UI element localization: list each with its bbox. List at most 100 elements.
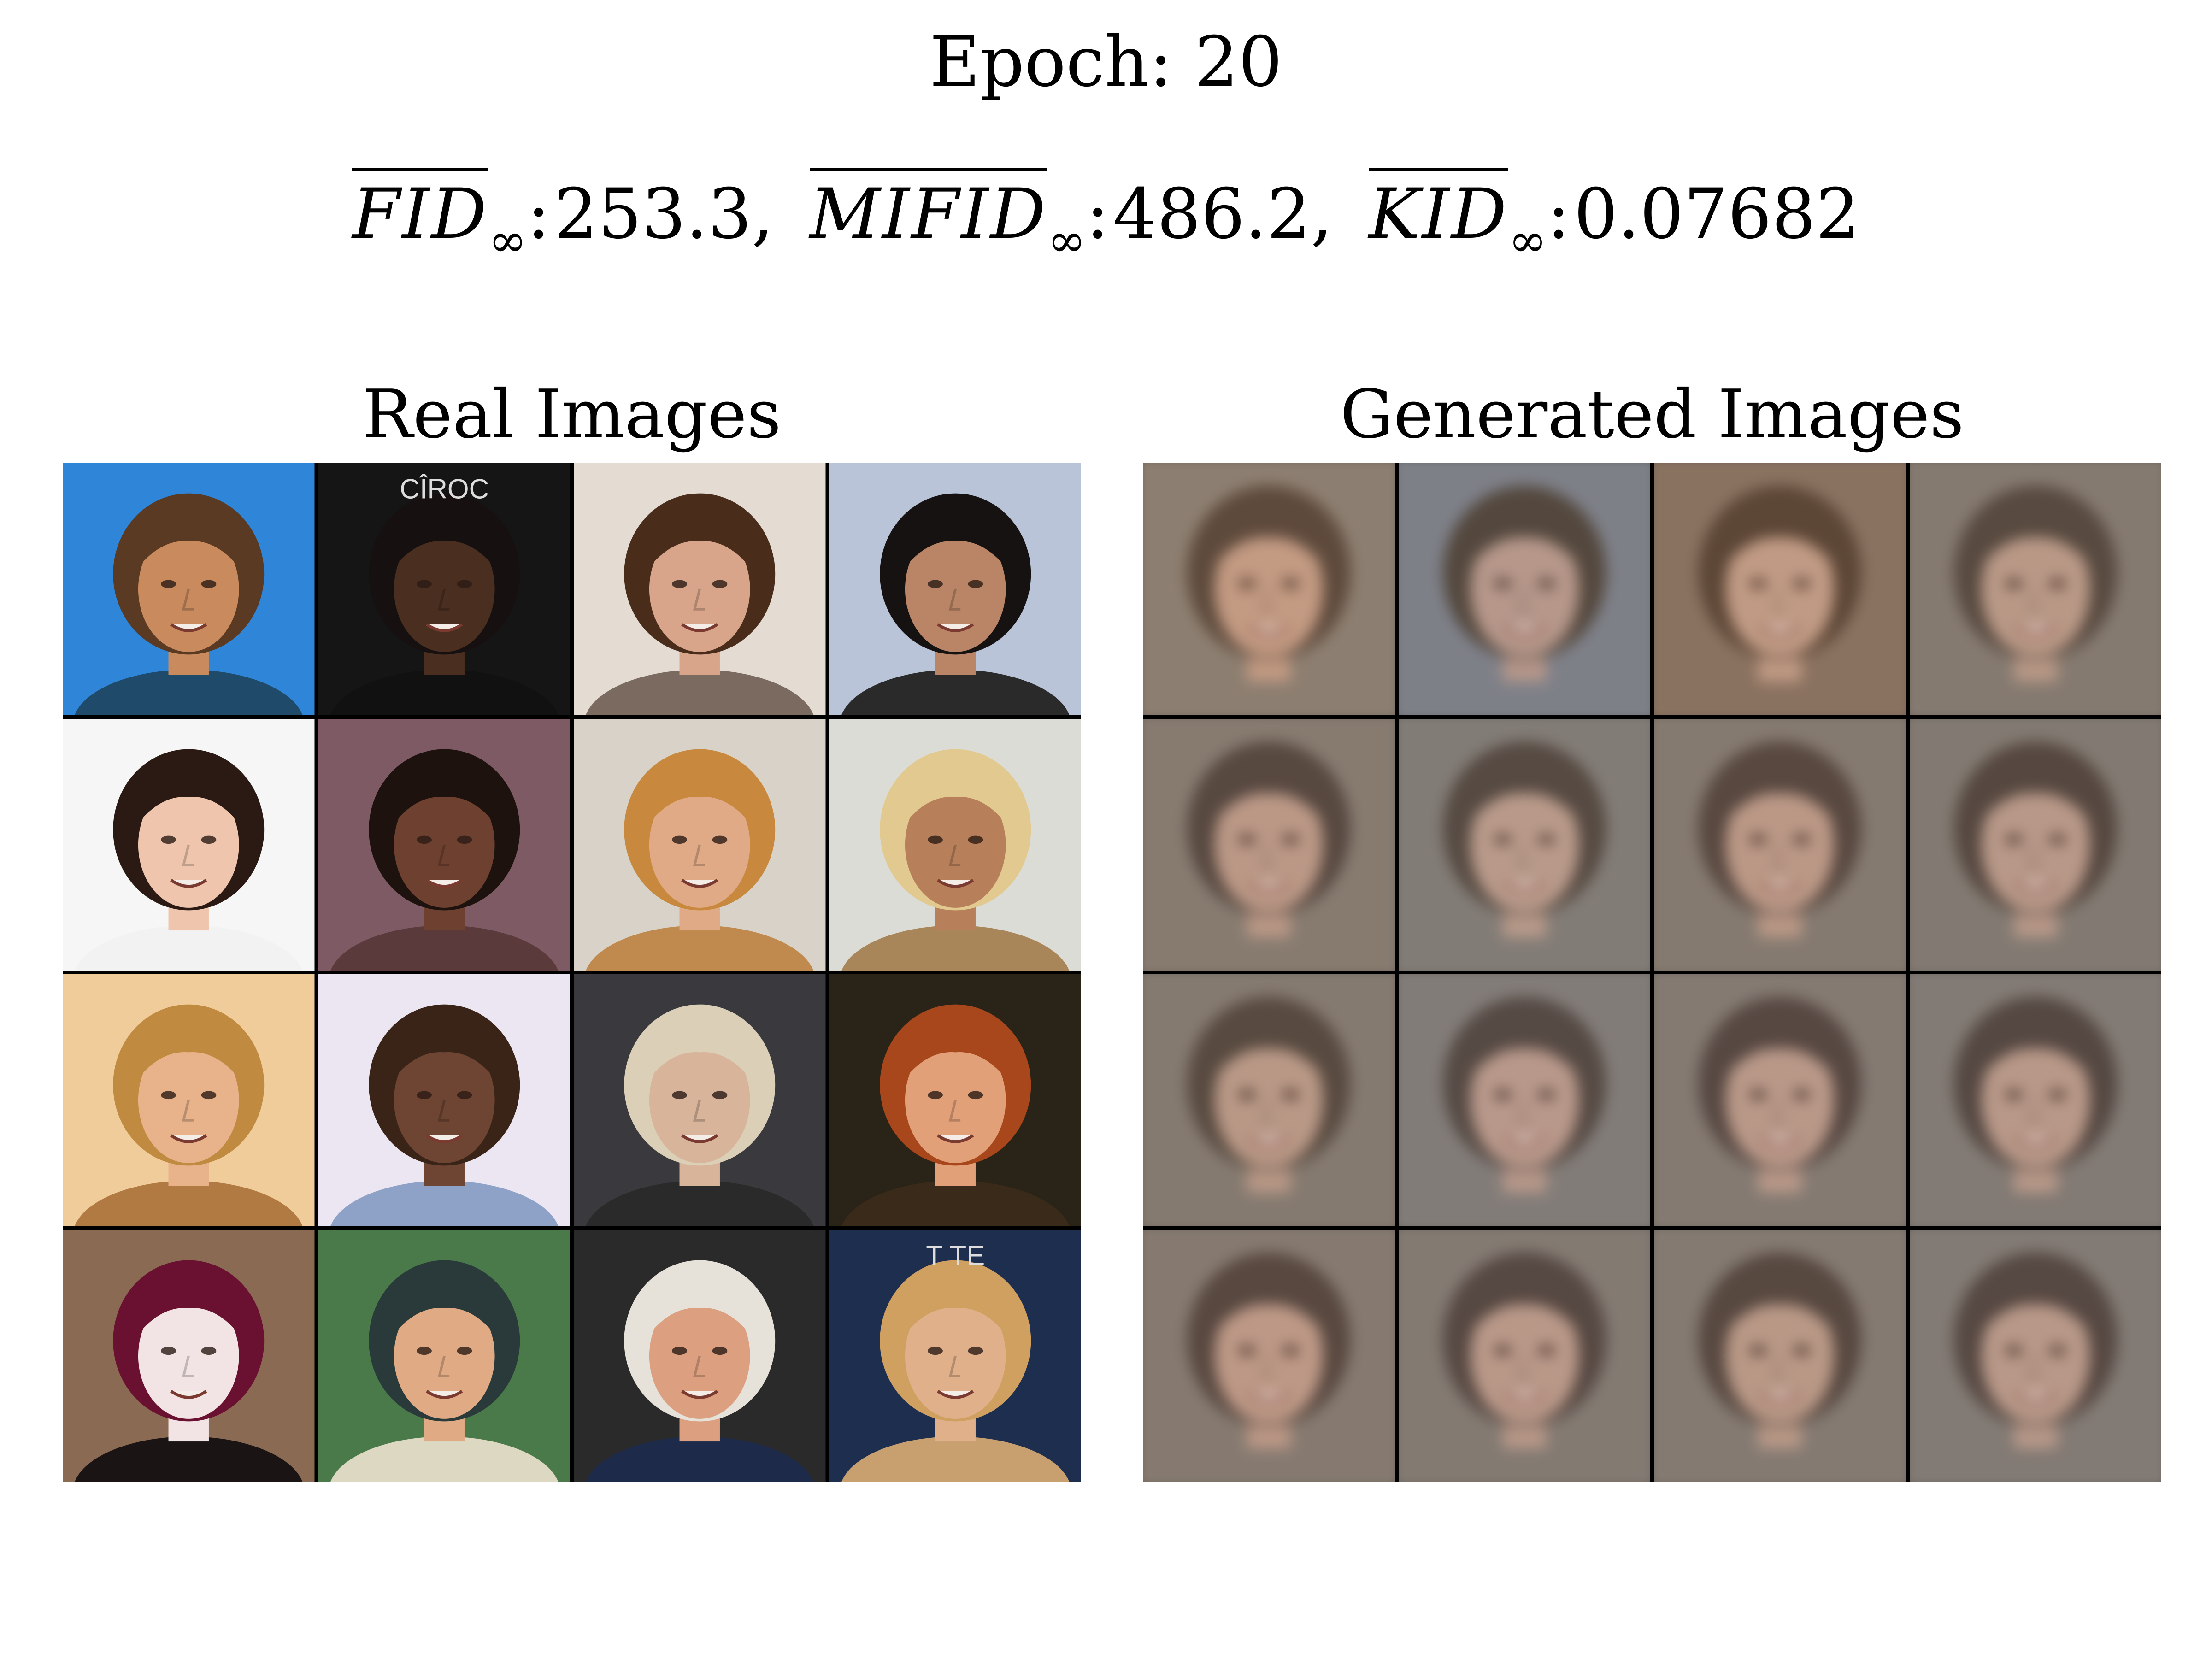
face-image — [574, 718, 826, 971]
face-image — [1654, 463, 1906, 715]
metric-separator: , — [1311, 174, 1333, 254]
generated-image-tile — [1909, 718, 2161, 971]
real-images-grid: CÎROC T TE — [63, 463, 1081, 1482]
real-image-tile — [63, 1230, 315, 1482]
metric-fid: FID∞:253.3, — [352, 168, 788, 287]
face-image — [1398, 974, 1650, 1226]
generated-image-tile — [1654, 974, 1906, 1226]
face-image — [1909, 1230, 2161, 1482]
real-image-tile — [63, 974, 315, 1226]
blur-layer — [1143, 718, 1395, 971]
blur-layer — [1398, 974, 1650, 1226]
metric-value: 0.07682 — [1574, 174, 1860, 254]
metric-name: KID — [1368, 168, 1509, 254]
generated-image-tile — [1909, 1230, 2161, 1482]
face-image — [63, 463, 315, 715]
face-image — [1143, 463, 1395, 715]
real-image-tile — [574, 974, 826, 1226]
face-image — [318, 718, 570, 971]
metric-name: MIFID — [809, 168, 1048, 254]
tile-text: CÎROC — [400, 474, 489, 505]
real-image-tile — [829, 463, 1081, 715]
blur-layer — [1398, 463, 1650, 715]
blur-layer — [1143, 463, 1395, 715]
metric-subscript: ∞ — [1508, 213, 1547, 267]
face-image — [1398, 463, 1650, 715]
metric-kid: KID∞:0.07682 — [1368, 168, 1860, 287]
blur-layer — [1909, 463, 2161, 715]
real-image-tile — [574, 463, 826, 715]
tile-text: T TE — [926, 1240, 985, 1271]
real-image-tile — [574, 718, 826, 971]
metric-subscript: ∞ — [488, 213, 527, 267]
face-image — [63, 1230, 315, 1482]
real-image-tile — [318, 718, 570, 971]
real-image-tile — [829, 718, 1081, 971]
face-image — [574, 463, 826, 715]
generated-images-title: Generated Images — [1340, 376, 1964, 453]
generated-image-tile — [1909, 974, 2161, 1226]
face-image — [1143, 1230, 1395, 1482]
real-image-tile — [829, 974, 1081, 1226]
generated-image-tile — [1654, 718, 1906, 971]
metric-separator: , — [752, 174, 774, 254]
blur-layer — [1143, 1230, 1395, 1482]
generated-image-tile — [1398, 1230, 1650, 1482]
generated-image-tile — [1654, 1230, 1906, 1482]
face-image — [1398, 1230, 1650, 1482]
blur-layer — [1909, 974, 2161, 1226]
real-image-tile — [574, 1230, 826, 1482]
generated-image-tile — [1143, 974, 1395, 1226]
face-image — [1143, 718, 1395, 971]
real-image-tile — [318, 974, 570, 1226]
real-image-tile: CÎROC — [318, 463, 570, 715]
generated-image-tile — [1143, 718, 1395, 971]
blur-layer — [1143, 974, 1395, 1226]
blur-layer — [1654, 974, 1906, 1226]
generated-image-tile — [1398, 974, 1650, 1226]
face-image — [63, 718, 315, 971]
face-image — [574, 974, 826, 1226]
real-image-tile — [63, 463, 315, 715]
face-image — [574, 1230, 826, 1482]
blur-layer — [1654, 718, 1906, 971]
face-image — [318, 974, 570, 1226]
real-image-tile: T TE — [829, 1230, 1081, 1482]
face-image — [829, 974, 1081, 1226]
blur-layer — [1654, 1230, 1906, 1482]
metric-value: 253.3 — [553, 174, 752, 254]
face-image: CÎROC — [318, 463, 570, 715]
generated-image-tile — [1909, 463, 2161, 715]
metrics-line: FID∞:253.3, MIFID∞:486.2, KID∞:0.07682 — [0, 168, 2212, 287]
generated-image-tile — [1398, 718, 1650, 971]
blur-layer — [1909, 1230, 2161, 1482]
face-image — [1143, 974, 1395, 1226]
face-image — [1654, 1230, 1906, 1482]
generated-image-tile — [1143, 1230, 1395, 1482]
face-image — [829, 718, 1081, 971]
face-image — [1909, 718, 2161, 971]
generated-images-grid — [1143, 463, 2161, 1482]
face-image — [1909, 974, 2161, 1226]
face-image: T TE — [829, 1230, 1081, 1482]
face-image — [1398, 718, 1650, 971]
face-image — [1909, 463, 2161, 715]
epoch-value: 20 — [1194, 22, 1282, 102]
face-image — [1654, 718, 1906, 971]
face-image — [63, 974, 315, 1226]
face-image — [1654, 974, 1906, 1226]
blur-layer — [1398, 718, 1650, 971]
metric-subscript: ∞ — [1047, 213, 1086, 267]
real-image-tile — [318, 1230, 570, 1482]
blur-layer — [1654, 463, 1906, 715]
epoch-title: Epoch: 20 — [0, 21, 2212, 104]
metric-mifid: MIFID∞:486.2, — [809, 168, 1347, 287]
epoch-label: Epoch: — [930, 22, 1173, 102]
real-image-tile — [63, 718, 315, 971]
generated-image-tile — [1654, 463, 1906, 715]
blur-layer — [1398, 1230, 1650, 1482]
real-images-title: Real Images — [362, 376, 782, 453]
face-image — [829, 463, 1081, 715]
metric-value: 486.2 — [1113, 174, 1311, 254]
face-image — [318, 1230, 570, 1482]
